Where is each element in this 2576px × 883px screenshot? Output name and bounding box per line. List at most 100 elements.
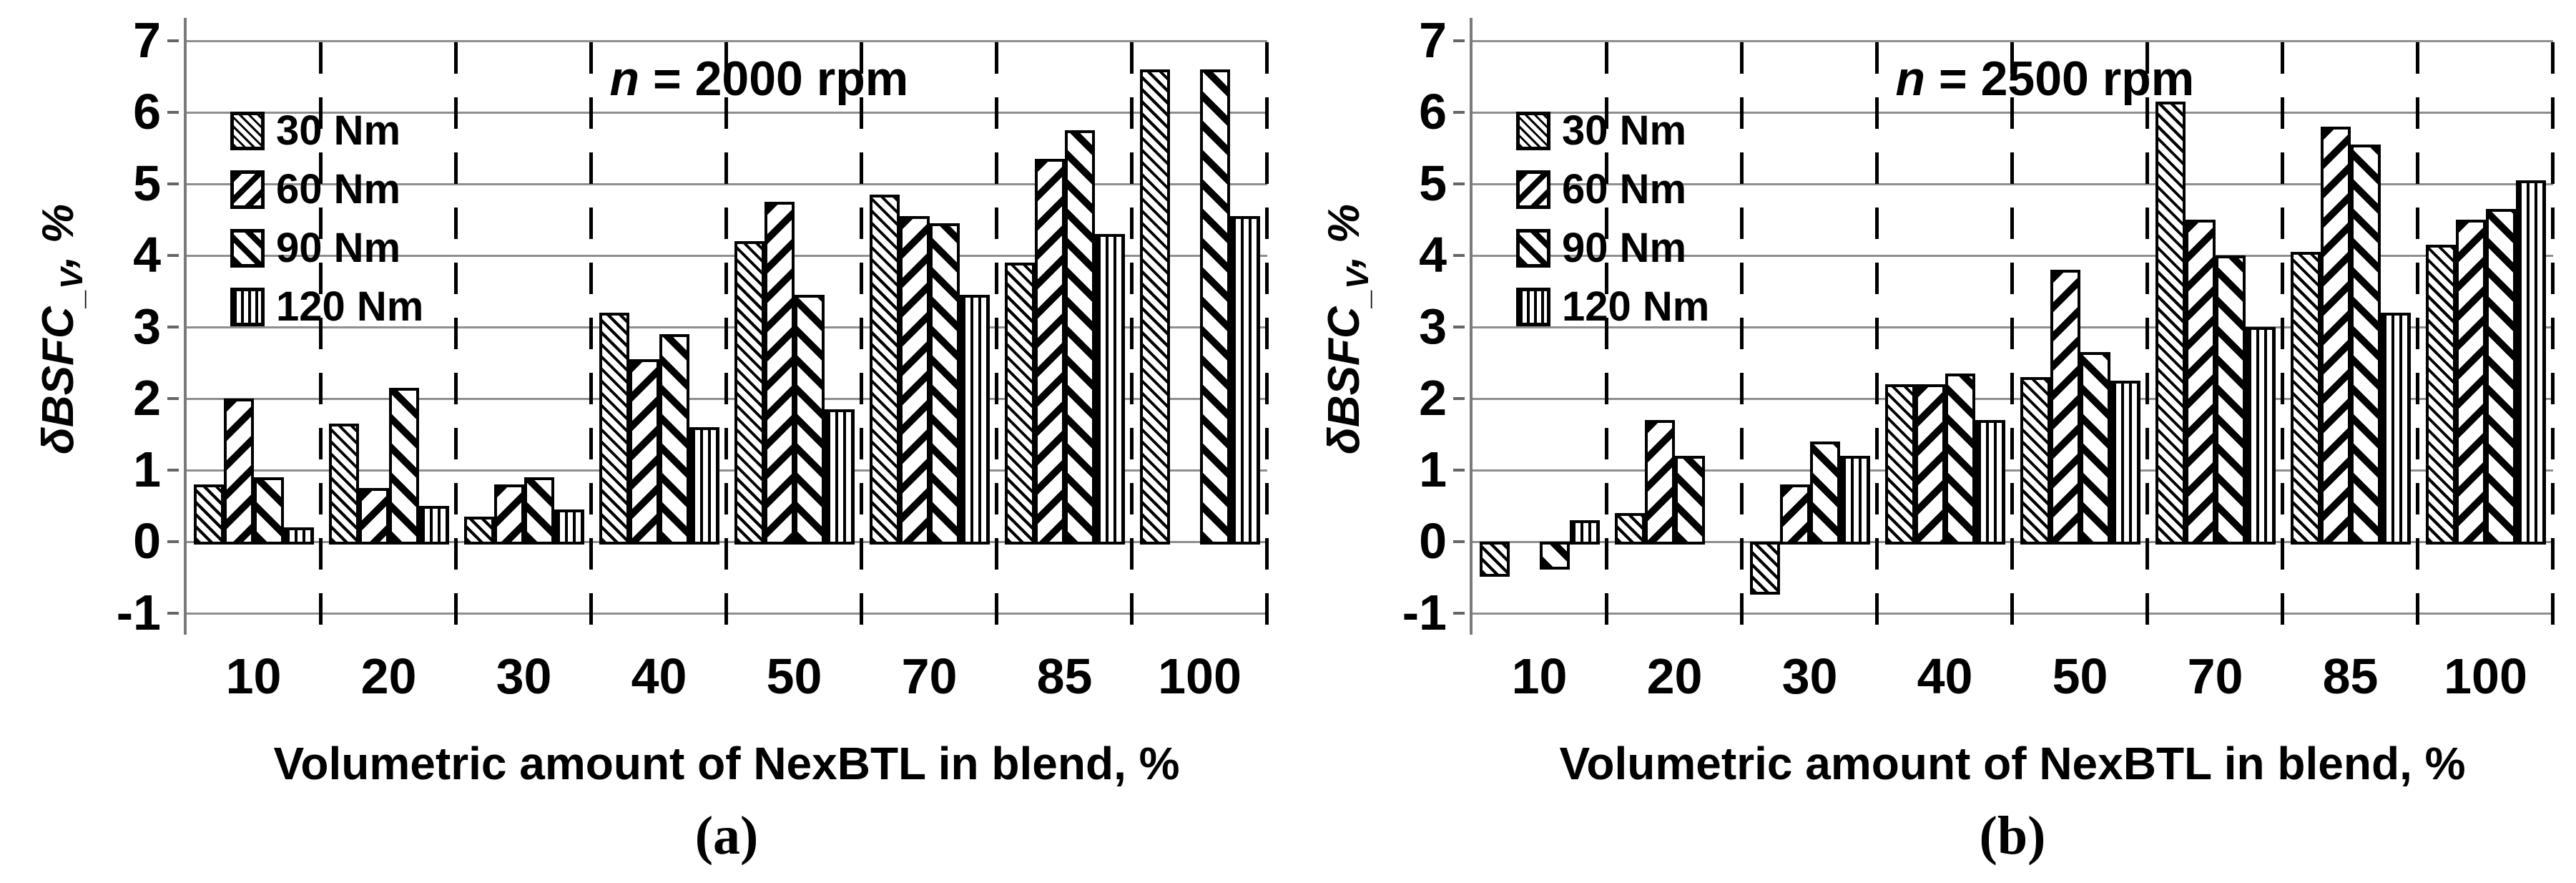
bar-120nm-100 — [1229, 216, 1260, 545]
bar-group-40 — [1877, 41, 2012, 613]
bar-60nm-100 — [2455, 220, 2486, 545]
bar-60nm-50 — [2050, 270, 2080, 545]
y-tick-label: 3 — [133, 298, 161, 354]
bar-group-20 — [321, 41, 456, 613]
x-tick-label-100: 100 — [2444, 648, 2527, 704]
bar-90nm-40 — [1945, 374, 1975, 545]
bar-120nm-10 — [1569, 520, 1600, 545]
bar-60nm-40 — [1914, 384, 1945, 545]
subfigure-caption: (b) — [1979, 806, 2046, 866]
x-tick-label-85: 85 — [2322, 648, 2379, 704]
legend-label: 90 Nm — [276, 225, 401, 271]
bar-60nm-40 — [629, 359, 659, 545]
y-tick-mark — [1453, 182, 1465, 185]
y-tick-mark — [1453, 469, 1465, 472]
x-tick-label-20: 20 — [360, 648, 417, 704]
wide-diagonal-down-swatch-icon — [1516, 228, 1550, 268]
vertical-dashed-gridline — [589, 42, 593, 635]
bar-90nm-20 — [1674, 456, 1705, 545]
vertical-dashed-gridline — [995, 42, 998, 635]
y-tick-label: 6 — [1419, 84, 1447, 140]
bar-90nm-10 — [1539, 542, 1570, 570]
x-tick-label-40: 40 — [631, 648, 687, 704]
bar-90nm-50 — [2080, 352, 2110, 545]
legend-label: 30 Nm — [1562, 107, 1687, 154]
y-tick-mark — [167, 326, 179, 328]
x-tick-label-10: 10 — [1511, 648, 1568, 704]
y-axis-line — [184, 18, 187, 635]
x-tick-label-70: 70 — [901, 648, 958, 704]
x-tick-label-50: 50 — [2052, 648, 2108, 704]
bar-60nm-30 — [1779, 484, 1810, 545]
speed-variable: n — [609, 52, 653, 106]
gridline-y-7 — [1472, 40, 2553, 42]
bar-group-85 — [2283, 41, 2418, 613]
bar-120nm-10 — [283, 527, 314, 545]
legend: 30 Nm 60 Nm 90 Nm 120 Nm — [1516, 107, 1709, 331]
bar-group-70 — [862, 41, 997, 613]
bar-90nm-85 — [1064, 130, 1095, 545]
bar-group-10 — [186, 41, 321, 613]
bar-120nm-50 — [2110, 381, 2140, 545]
bar-group-100 — [2418, 41, 2553, 613]
y-tick-label: 2 — [1419, 370, 1447, 426]
x-axis-title: Volumetric amount of NexBTL in blend, % — [273, 738, 1180, 789]
bar-90nm-100 — [2485, 209, 2516, 545]
x-tick-label-85: 85 — [1036, 648, 1093, 704]
y-tick-label: 0 — [1419, 513, 1447, 569]
vertical-dashed-gridline — [1605, 42, 1608, 635]
y-tick-label: 5 — [133, 155, 161, 211]
bar-30nm-70 — [2155, 102, 2186, 545]
bar-120nm-70 — [959, 295, 990, 545]
y-tick-mark — [1453, 254, 1465, 257]
vertical-stripes-swatch-icon — [1516, 287, 1550, 326]
x-tick-label-50: 50 — [766, 648, 822, 704]
y-tick-label: 1 — [1419, 442, 1447, 497]
bar-30nm-100 — [2425, 245, 2456, 545]
legend-item-30nm: 30 Nm — [1516, 107, 1709, 155]
bar-120nm-100 — [2515, 180, 2546, 545]
y-tick-label: 4 — [1419, 227, 1447, 283]
bar-30nm-20 — [1614, 513, 1645, 545]
wide-diagonal-up-swatch-icon — [1516, 170, 1550, 209]
y-axis-line — [1470, 18, 1473, 635]
y-tick-label: 6 — [133, 84, 161, 140]
bar-30nm-40 — [1884, 384, 1915, 545]
x-axis-title: Volumetric amount of NexBTL in blend, % — [1559, 738, 2466, 789]
vertical-dashed-gridline — [2416, 42, 2419, 635]
x-tick-label-30: 30 — [1781, 648, 1838, 704]
bar-120nm-40 — [689, 427, 719, 545]
legend-item-60nm: 60 Nm — [1516, 165, 1709, 213]
bar-60nm-70 — [899, 216, 930, 545]
vertical-dashed-gridline — [860, 42, 863, 635]
y-tick-mark — [167, 469, 179, 472]
y-tick-mark — [167, 182, 179, 185]
y-tick-mark — [1453, 326, 1465, 328]
bar-60nm-70 — [2185, 220, 2216, 545]
bar-120nm-20 — [418, 506, 449, 545]
y-tick-label: 5 — [1419, 155, 1447, 211]
x-tick-label-100: 100 — [1158, 648, 1242, 704]
bar-group-70 — [2148, 41, 2283, 613]
vertical-dashed-gridline — [724, 42, 728, 635]
vertical-dashed-gridline — [1875, 42, 1879, 635]
y-tick-mark — [1453, 612, 1465, 615]
chart-a: δBSFC_V, % 7 6 5 4 3 2 1 0 -1 10 20 30 40 50 70 85 100 30… — [6, 0, 1287, 883]
bar-group-30 — [456, 41, 591, 613]
subfigure-caption: (a) — [694, 806, 759, 866]
bar-60nm-50 — [764, 202, 795, 545]
bar-60nm-20 — [1644, 420, 1675, 545]
plot-area: 7 6 5 4 3 2 1 0 -1 10 20 30 40 50 70 85 100 30 Nm 60 Nm 90 … — [117, 13, 1269, 704]
fine-diagonal-hatch-swatch-icon — [1516, 111, 1550, 150]
y-tick-mark — [167, 397, 179, 400]
x-tick-label-40: 40 — [1917, 648, 1973, 704]
y-tick-label: 7 — [133, 12, 161, 68]
bar-group-30 — [1742, 41, 1877, 613]
bar-30nm-50 — [2020, 377, 2050, 545]
y-tick-mark — [167, 111, 179, 114]
y-tick-label: 0 — [133, 513, 161, 569]
legend-item-120nm: 120 Nm — [230, 283, 423, 331]
bar-group-85 — [997, 41, 1132, 613]
bar-30nm-10 — [193, 484, 224, 545]
